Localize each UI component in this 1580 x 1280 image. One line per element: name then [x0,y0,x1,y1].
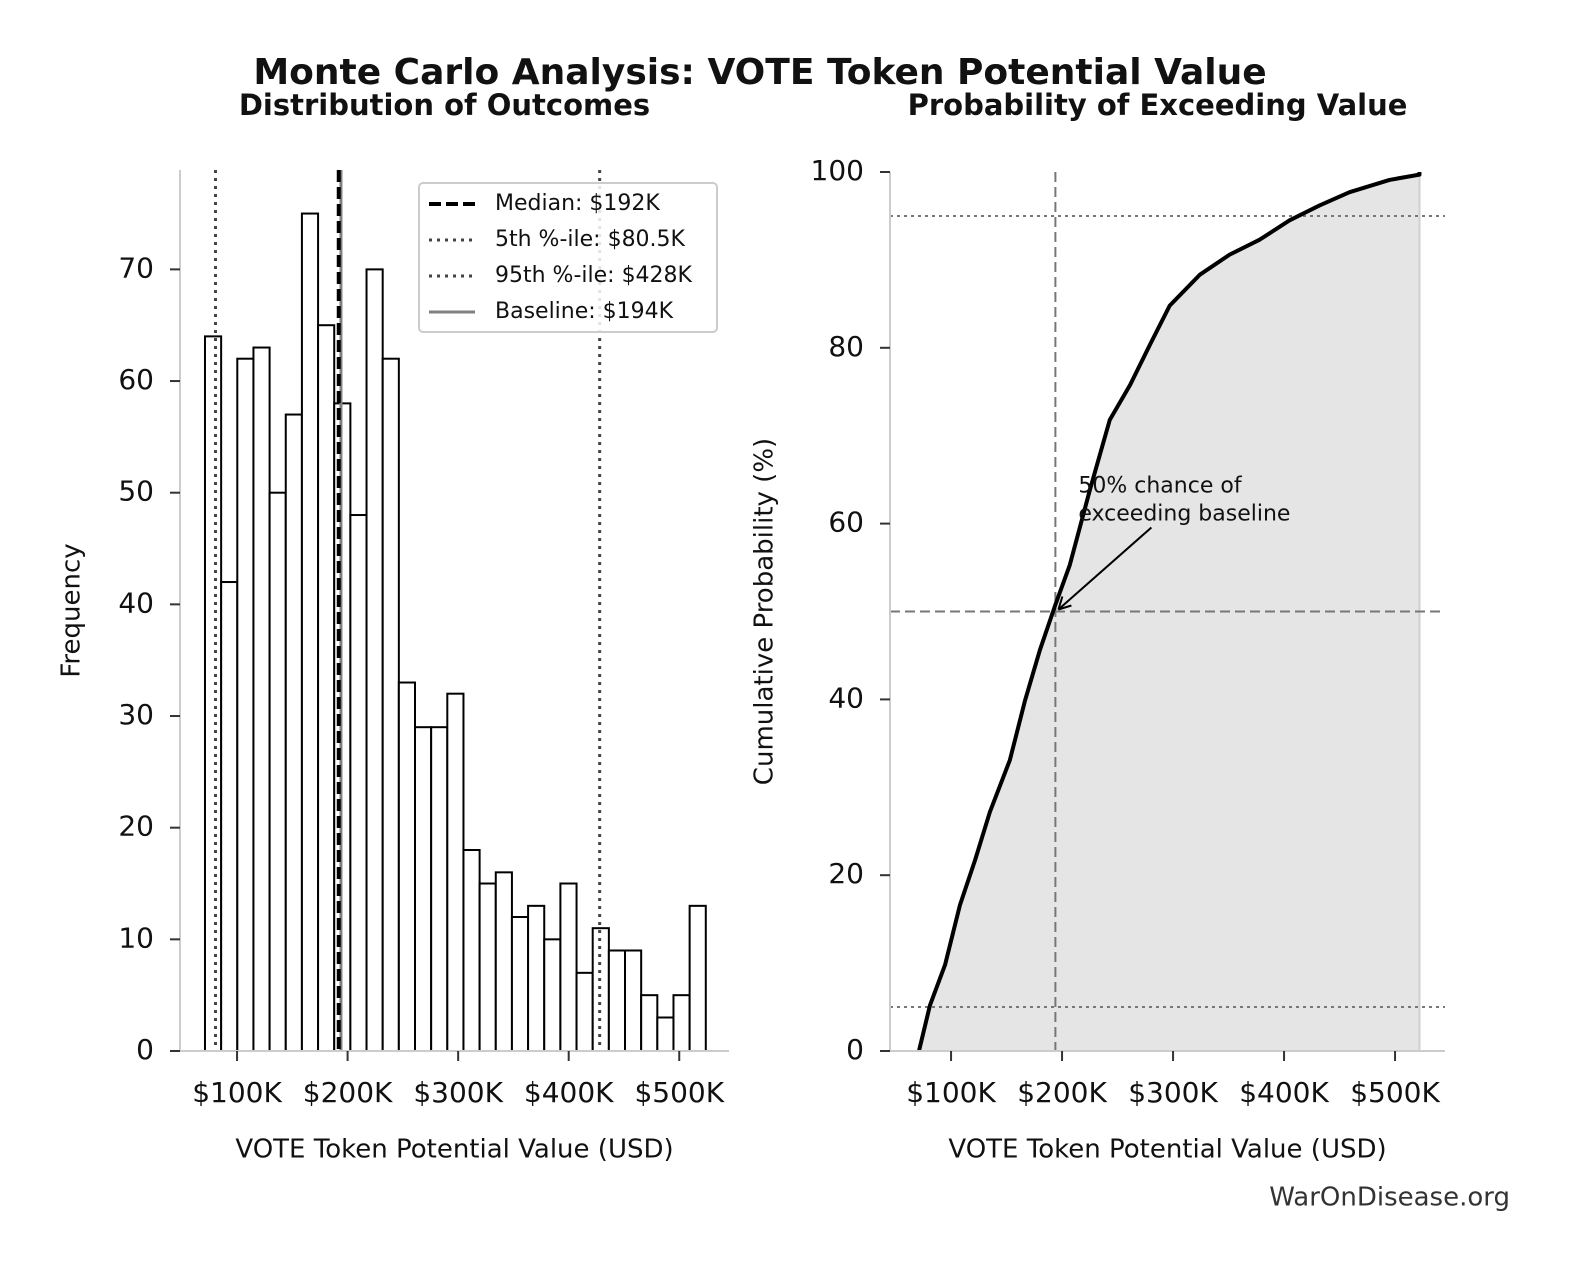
y-axis-label: Frequency [57,543,87,677]
bar [656,1016,675,1052]
x-tick-label: $200K [303,1076,393,1109]
legend-box [418,182,718,333]
bar [624,949,643,1052]
bar [688,904,707,1052]
x-tick-label: $400K [524,1076,614,1109]
x-axis-label: VOTE Token Potential Value (USD) [235,1135,673,1165]
y-tick-label: 60 [828,506,864,539]
bar [607,949,627,1052]
subplot-title: Distribution of Outcomes [239,88,650,122]
bar [543,938,562,1052]
y-tick-label: 10 [118,921,154,954]
bar [672,994,691,1053]
bar [413,726,433,1052]
arrow-head [1057,596,1072,611]
bar [397,681,416,1053]
x-axis-label: VOTE Token Potential Value (USD) [948,1135,1386,1165]
x-tick-label: $100K [192,1076,282,1109]
x-tick-label: $400K [1239,1076,1329,1109]
annotation-arrow [1057,526,1153,611]
subplot-title: Probability of Exceeding Value [908,88,1408,122]
y-tick-label: 20 [828,857,864,890]
annotation-text: exceeding baseline [1078,502,1290,527]
bar [220,581,239,1052]
x-tick-label: $100K [906,1076,996,1109]
bar [365,268,384,1052]
bar [300,212,320,1052]
bar [494,871,513,1052]
y-tick-label: 0 [846,1033,864,1066]
x-tick-label: $500K [634,1076,724,1109]
y-tick-label: 20 [118,810,154,843]
bar [510,916,530,1053]
bar [430,726,449,1052]
legend-label: 5th %-ile: $80.5K [495,227,686,252]
y-tick-label: 50 [118,475,154,508]
x-tick-label: $500K [1350,1076,1440,1109]
bar [284,413,303,1052]
bar [640,994,659,1053]
y-tick-label: 60 [118,363,154,396]
legend-label: Median: $192K [495,191,660,216]
bar [527,904,546,1052]
bar [381,357,400,1053]
bar [268,491,287,1052]
bar [203,335,223,1052]
legend-label: 95th %-ile: $428K [495,263,693,288]
x-tick-label: $200K [1017,1076,1107,1109]
cdf-line [917,172,1422,1052]
bar [317,324,336,1052]
y-tick-label: 0 [136,1033,154,1066]
bar [252,346,271,1052]
y-tick-label: 100 [811,154,864,187]
figure-title: Monte Carlo Analysis: VOTE Token Potenti… [253,52,1266,93]
bar [236,357,255,1053]
bar [478,882,497,1053]
bar [462,849,481,1052]
footer: WarOnDisease.org [1269,1183,1510,1213]
legend-label: Baseline: $194K [495,299,674,324]
x-tick-label: $300K [413,1076,503,1109]
annotation-text: 50% chance of [1078,474,1242,499]
bar [575,971,594,1052]
y-tick-label: 40 [828,681,864,714]
y-axis-label: Cumulative Probability (%) [750,438,780,785]
y-tick-label: 30 [118,698,154,731]
bar [349,514,368,1052]
y-tick-label: 40 [118,586,154,619]
bar [559,882,578,1053]
y-tick-label: 70 [118,251,154,284]
x-tick-label: $300K [1128,1076,1218,1109]
bar [446,692,465,1052]
y-tick-label: 80 [828,330,864,363]
